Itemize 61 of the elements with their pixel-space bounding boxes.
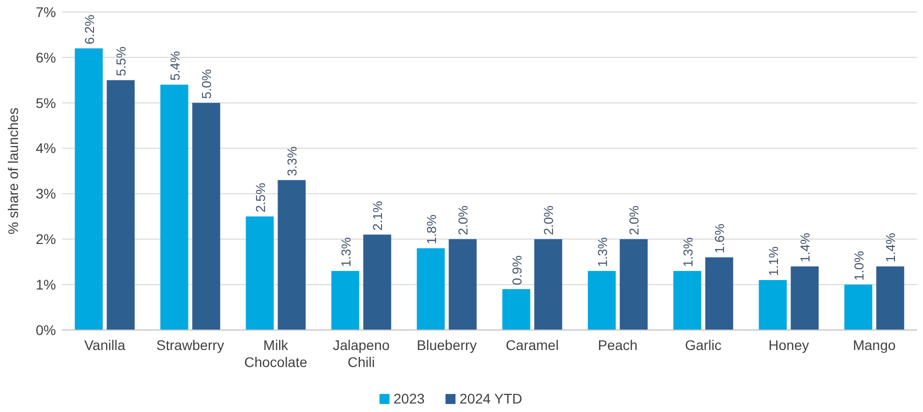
- bar: [673, 270, 702, 330]
- data-label: 1.3%: [594, 236, 610, 267]
- y-tick-label: 0%: [36, 322, 56, 338]
- y-tick-label: 7%: [36, 4, 56, 20]
- bar: [790, 266, 819, 330]
- bar: [620, 239, 648, 330]
- data-label: 1.3%: [680, 236, 696, 267]
- bar: [534, 239, 562, 330]
- bar: [844, 284, 872, 330]
- legend-label: 2023: [394, 390, 425, 406]
- bar: [705, 257, 734, 330]
- data-label: 2.0%: [456, 205, 471, 236]
- data-label: 2.0%: [541, 205, 556, 236]
- data-label: 1.4%: [798, 232, 813, 262]
- x-tick-label: Honey: [768, 337, 809, 353]
- x-tick-label: Blueberry: [416, 337, 477, 353]
- data-label: 5.4%: [167, 50, 182, 81]
- y-tick-label: 2%: [36, 231, 56, 248]
- data-label: 1.4%: [883, 232, 898, 262]
- bar: [331, 270, 360, 330]
- data-label: 0.9%: [509, 255, 524, 286]
- data-label: 5.0%: [199, 68, 214, 99]
- x-tick-label: Jalapeno Chili: [332, 337, 390, 370]
- data-label: 3.3%: [284, 146, 300, 176]
- y-tick-label: 3%: [36, 186, 56, 202]
- x-tick-label: Peach: [598, 337, 638, 353]
- y-axis-title: % share of launches: [5, 108, 21, 234]
- data-label: 6.2%: [82, 14, 97, 44]
- x-tick-label: Strawberry: [156, 337, 224, 353]
- x-tick-label: Vanilla: [84, 337, 126, 353]
- bar: [416, 248, 445, 330]
- bar: [278, 180, 306, 330]
- bar: [758, 280, 787, 330]
- y-tick-label: 5%: [36, 94, 56, 111]
- bar: [74, 48, 103, 330]
- data-label: 2.0%: [626, 205, 642, 236]
- bar: [363, 234, 392, 330]
- bar: [588, 270, 616, 330]
- data-label: 1.6%: [712, 223, 728, 254]
- data-label: 1.3%: [338, 236, 354, 267]
- y-tick-label: 4%: [36, 140, 56, 156]
- bar: [160, 84, 188, 330]
- bar: [448, 239, 477, 330]
- y-tick-label: 6%: [36, 49, 56, 66]
- bar: [192, 102, 220, 330]
- data-label: 5.5%: [114, 46, 129, 76]
- x-tick-label: Mango: [852, 337, 896, 353]
- legend-label: 2024 YTD: [460, 390, 522, 406]
- bar: [106, 80, 135, 330]
- bar: [876, 266, 904, 330]
- data-label: 1.8%: [424, 214, 439, 244]
- y-tick-label: 1%: [36, 276, 56, 292]
- data-label: 2.1%: [370, 200, 386, 231]
- x-tick-label: Garlic: [684, 337, 722, 353]
- data-label: 2.5%: [252, 182, 268, 212]
- bar: [502, 289, 530, 330]
- data-label: 1.1%: [766, 246, 781, 276]
- x-tick-label: Caramel: [506, 337, 559, 353]
- data-label: 1.0%: [851, 250, 866, 281]
- bar: [246, 216, 274, 330]
- x-tick-label: Milk Chocolate: [244, 337, 308, 370]
